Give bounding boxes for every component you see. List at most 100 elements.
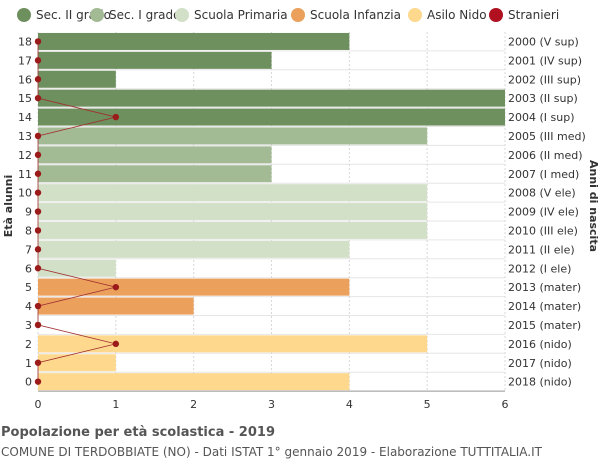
y-tick-label-age: 17: [18, 54, 32, 67]
x-tick-label: 6: [502, 398, 509, 411]
bars: [38, 32, 505, 391]
legend-swatch: [489, 8, 503, 22]
y-tick-label-age: 3: [25, 319, 32, 332]
y-axis-title-right: Anni di nascita: [587, 160, 600, 252]
y-tick-label-age: 4: [25, 300, 32, 313]
legend-label: Sec. I grado: [109, 8, 180, 22]
y-tick-label-age: 7: [25, 243, 32, 256]
y-tick-label-age: 14: [18, 111, 32, 124]
y-tick-label-age: 1: [25, 357, 32, 370]
legend-item: Scuola Primaria: [175, 8, 288, 22]
y-tick-label-age: 13: [18, 130, 32, 143]
stranieri-point: [112, 113, 120, 121]
legend-item: Asilo Nido: [408, 8, 487, 22]
stranieri-point: [34, 189, 42, 196]
y-tick-label-year: 2002 (III sup): [508, 73, 581, 86]
legend-item: Sec. I grado: [90, 8, 180, 22]
y-tick-label-age: 6: [25, 262, 32, 275]
y-tick-label-age: 0: [25, 376, 32, 389]
bar: [38, 335, 428, 353]
bar: [38, 297, 194, 315]
stranieri-point: [112, 340, 120, 348]
y-tick-label-year: 2011 (II ele): [508, 243, 575, 256]
bar: [38, 221, 428, 239]
legend-swatch: [175, 8, 189, 22]
y-tick-label-year: 2017 (nido): [508, 357, 572, 370]
bar: [38, 108, 505, 126]
bar: [38, 278, 350, 296]
chart-title: Popolazione per età scolastica - 2019: [1, 425, 275, 440]
y-tick-label-year: 2015 (mater): [508, 319, 581, 332]
y-tick-label-year: 2001 (IV sup): [508, 54, 582, 67]
y-tick-label-year: 2013 (mater): [508, 281, 581, 294]
y-tick-label-age: 8: [25, 224, 32, 237]
bar: [38, 240, 350, 258]
y-tick-label-age: 10: [18, 187, 32, 200]
y-tick-label-age: 15: [18, 92, 32, 105]
y-tick-label-year: 2006 (II med): [508, 149, 583, 162]
x-tick-label: 1: [112, 398, 119, 411]
stranieri-point: [34, 76, 42, 83]
legend-label: Scuola Primaria: [194, 8, 288, 22]
chart-subtitle: COMUNE DI TERDOBBIATE (NO) - Dati ISTAT …: [1, 445, 542, 459]
bar: [38, 203, 428, 221]
bar: [38, 373, 350, 391]
legend-label: Asilo Nido: [427, 8, 487, 22]
y-tick-label-year: 2007 (I med): [508, 168, 579, 181]
stranieri-point: [34, 170, 42, 177]
y-tick-label-year: 2008 (V ele): [508, 187, 576, 200]
bar: [38, 259, 116, 277]
bar: [38, 354, 116, 372]
y-tick-label-age: 9: [25, 206, 32, 219]
axes: 0 1 2 3 4 5 618 2000 (V sup)17 2001 (IV sup)16 20…: [18, 35, 586, 411]
legend-swatch: [90, 8, 104, 22]
legend-label: Scuola Infanzia: [310, 8, 401, 22]
stranieri-point: [34, 265, 42, 272]
legend-item: Scuola Infanzia: [291, 8, 401, 22]
stranieri-point: [34, 246, 42, 253]
bar: [38, 89, 505, 107]
stranieri-point: [34, 38, 42, 45]
x-tick-label: 0: [35, 398, 42, 411]
stranieri-point: [112, 283, 120, 291]
y-tick-label-year: 2009 (IV ele): [508, 206, 579, 219]
legend-label: Stranieri: [508, 8, 559, 22]
y-tick-label-age: 18: [18, 35, 32, 48]
legend-swatch: [17, 8, 31, 22]
x-tick-label: 3: [268, 398, 275, 411]
y-tick-label-age: 5: [25, 281, 32, 294]
stranieri-point: [34, 151, 42, 159]
legend-swatch: [291, 8, 305, 22]
bar: [38, 127, 428, 145]
stranieri-point: [34, 94, 42, 102]
stranieri-point: [34, 302, 42, 310]
y-tick-label-age: 2: [25, 338, 32, 351]
y-tick-label-age: 16: [18, 73, 32, 86]
bar: [38, 184, 428, 202]
y-tick-label-year: 2005 (III med): [508, 130, 586, 143]
x-tick-label: 5: [424, 398, 431, 411]
stranieri-point: [34, 208, 42, 215]
bar: [38, 51, 272, 69]
bar: [38, 70, 116, 88]
stranieri-point: [34, 359, 42, 366]
stranieri-point: [34, 321, 42, 329]
bar: [38, 146, 272, 164]
y-tick-label-year: 2018 (nido): [508, 376, 572, 389]
legend-item: Stranieri: [489, 8, 559, 22]
bar: [38, 32, 350, 50]
y-tick-label-year: 2014 (mater): [508, 300, 581, 313]
y-tick-label-age: 11: [18, 168, 32, 181]
stranieri-point: [34, 227, 42, 234]
y-tick-label-age: 12: [18, 149, 32, 162]
y-tick-label-year: 2010 (III ele): [508, 224, 578, 237]
y-tick-label-year: 2003 (II sup): [508, 92, 578, 105]
x-tick-label: 4: [346, 398, 353, 411]
y-tick-label-year: 2004 (I sup): [508, 111, 575, 124]
x-tick-label: 2: [190, 398, 197, 411]
y-tick-label-year: 2012 (I ele): [508, 262, 571, 275]
y-tick-label-year: 2016 (nido): [508, 338, 572, 351]
stranieri-series: [34, 38, 120, 385]
